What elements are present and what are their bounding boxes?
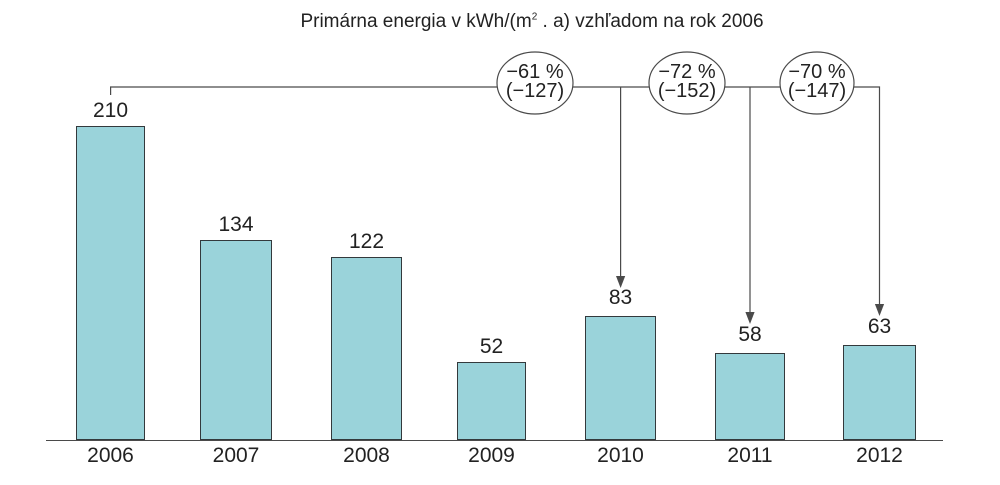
svg-text:(−152): (−152): [658, 80, 716, 102]
svg-text:(−147): (−147): [788, 80, 846, 102]
svg-text:(−127): (−127): [506, 80, 564, 102]
